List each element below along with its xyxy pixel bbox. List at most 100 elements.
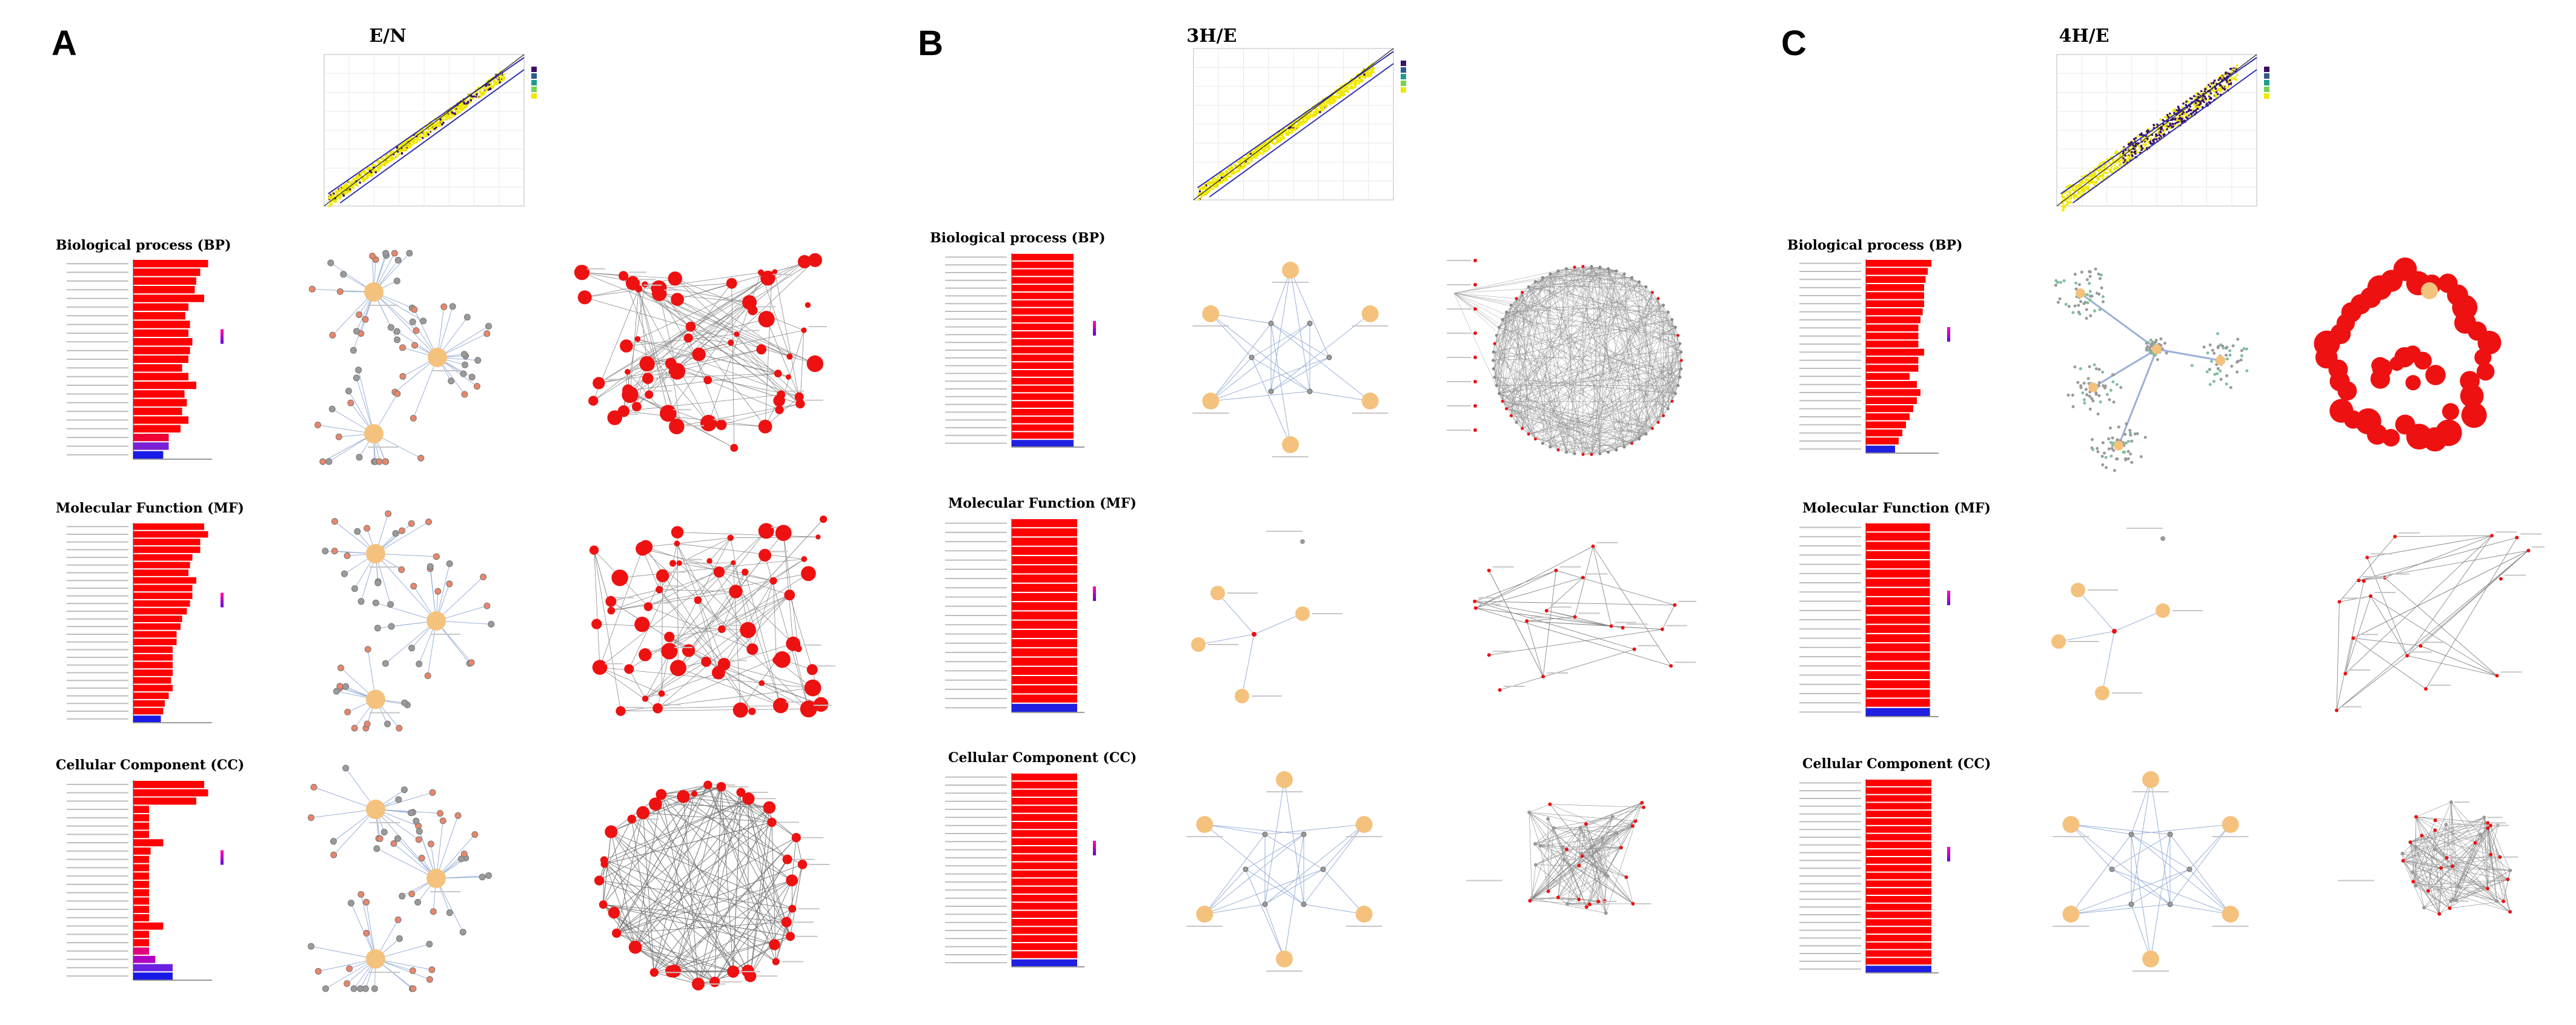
network-edge: [1535, 828, 1555, 844]
scatter-legend: [531, 67, 537, 99]
network-edge: [1542, 377, 1681, 444]
network-edge: [679, 563, 774, 582]
network-edge: [648, 606, 753, 649]
color-scale: [1947, 591, 1950, 594]
scatter-point: [1215, 184, 1218, 187]
bar: [133, 797, 196, 805]
network-node: [639, 356, 655, 372]
scatter-point: [1341, 94, 1344, 97]
scatter-point: [2074, 188, 2077, 190]
legend-swatch: [531, 80, 537, 85]
network-node: [398, 566, 405, 573]
network-edge: [1527, 616, 1575, 622]
bar: [1012, 370, 1074, 377]
color-scale: [1093, 852, 1096, 855]
scatter-point: [2156, 132, 2159, 135]
scatter-point: [1341, 92, 1344, 95]
network-node: [372, 599, 379, 606]
scatter-point: [2139, 135, 2142, 138]
scatter-point: [1323, 102, 1325, 105]
network-node: [1676, 334, 1680, 337]
network-edge: [1506, 292, 1522, 313]
network-edge: [1599, 268, 1608, 454]
network-edge: [1556, 570, 1675, 606]
scatter-point: [2168, 112, 2171, 115]
scatter-point: [2068, 184, 2070, 187]
bar: [1012, 774, 1077, 781]
bar: [1866, 849, 1931, 856]
scatter-point: [2185, 116, 2188, 119]
scatter-point: [2193, 110, 2196, 112]
network-node: [620, 339, 633, 353]
scatter-point: [2217, 93, 2219, 96]
bar: [133, 692, 169, 699]
scatter-point: [345, 182, 347, 185]
network-node: [1564, 267, 1568, 270]
network-node: [801, 556, 808, 562]
bar: [1866, 560, 1930, 569]
network-node: [716, 781, 726, 792]
network-node: [410, 414, 417, 422]
network-node: [1243, 866, 1249, 872]
scatter-point: [385, 154, 388, 158]
scatter-point: [1369, 68, 1372, 71]
scatter-point: [374, 164, 376, 167]
color-scale: [1093, 844, 1096, 848]
network-node: [1573, 452, 1576, 456]
network-edge: [1264, 834, 1324, 870]
network-edge: [642, 548, 774, 582]
bar-chart-a-bp: [67, 259, 224, 460]
network-node: [369, 253, 376, 260]
network-node: [622, 386, 639, 403]
network-edge: [1496, 335, 1536, 439]
network-node: [1473, 380, 1477, 383]
scatter-point: [437, 124, 440, 127]
network-node: [649, 797, 662, 811]
network-node: [664, 631, 675, 642]
scatter-point: [2236, 64, 2239, 67]
network-edge: [1542, 277, 1681, 353]
scatter-point: [1207, 182, 1210, 185]
comparison-title-b: 3H/E: [1186, 25, 1237, 47]
network-edge: [318, 958, 376, 972]
network-edge: [313, 786, 376, 810]
network-edge: [1558, 298, 1659, 450]
network-edge: [1303, 824, 1364, 905]
scatter-point: [2087, 188, 2090, 191]
bar: [133, 294, 204, 302]
bar: [1012, 583, 1077, 592]
scatter-point: [1336, 97, 1339, 99]
network-edge: [1494, 305, 1512, 377]
network-edge: [436, 834, 476, 879]
scatter-point: [330, 197, 332, 200]
network-edge: [1574, 267, 1676, 328]
network-node: [786, 636, 801, 651]
scatter-point: [1313, 113, 1315, 116]
network-edge: [1499, 282, 1639, 394]
network-node: [1300, 539, 1305, 544]
network-edge: [722, 573, 809, 629]
scatter-point: [457, 111, 459, 114]
network-node: [1638, 437, 1641, 441]
scatter-point: [451, 113, 453, 116]
bar: [1012, 629, 1077, 639]
network-node: [394, 916, 402, 923]
bar: [133, 669, 173, 676]
bar: [1012, 277, 1074, 284]
network-edge: [731, 283, 735, 448]
color-scale: [1093, 325, 1096, 328]
network-node: [775, 405, 784, 414]
network-edge: [1511, 305, 1639, 439]
network-edge: [1624, 274, 1673, 402]
network-edge: [1245, 869, 1304, 905]
scatter-point: [347, 184, 350, 187]
network-edge: [722, 519, 824, 629]
network-node: [363, 898, 370, 906]
network-edge: [1210, 357, 1252, 402]
network-edge: [1550, 267, 1600, 274]
network-node: [611, 569, 628, 586]
scatter-point: [451, 111, 454, 114]
scatter-point: [1322, 105, 1325, 108]
bar: [1012, 838, 1077, 845]
network-node: [364, 424, 383, 443]
